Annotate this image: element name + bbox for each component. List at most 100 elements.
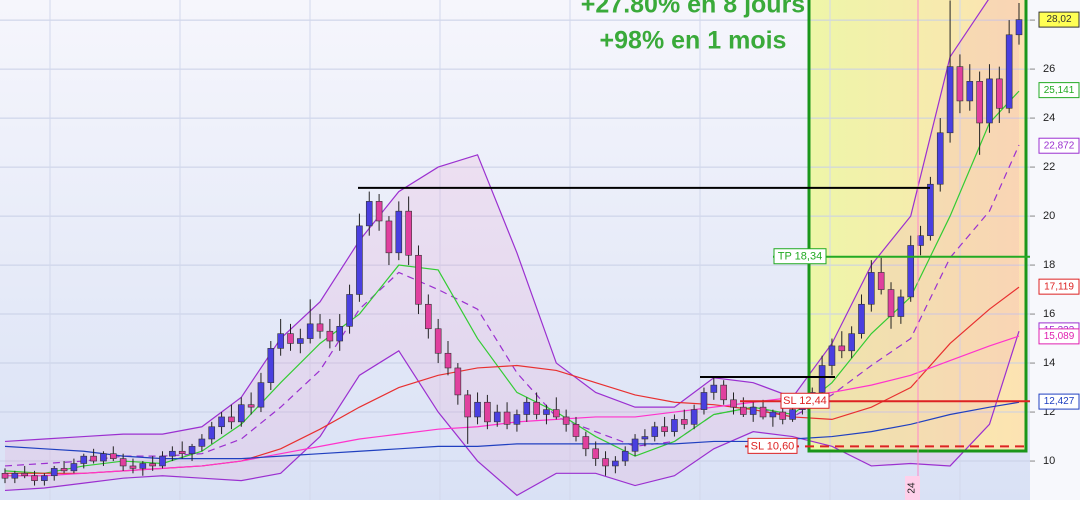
candle-body [493, 411, 501, 423]
candle-body [149, 463, 156, 467]
price-marker-label: 12,427 [1044, 396, 1075, 407]
y-tick-label: 22 [1043, 161, 1055, 173]
price-marker-bg [1038, 11, 1080, 28]
candle-body [297, 338, 304, 344]
candle-body [1, 472, 9, 479]
price-marker-label: 15,089 [1044, 331, 1075, 342]
candle-body [169, 450, 176, 457]
candle-body [769, 411, 777, 418]
candle-body [572, 424, 580, 437]
candle-body [621, 450, 629, 462]
candle-body [592, 448, 599, 459]
candle-body [208, 426, 216, 440]
price-marker-label: 22,872 [1044, 140, 1075, 151]
y-tick-label: 10 [1043, 455, 1055, 467]
price-marker-label: 28,02 [1046, 14, 1071, 25]
candle-body [119, 458, 127, 467]
price-marker-bg [1038, 393, 1080, 410]
candle-body [267, 348, 275, 383]
candle-body [553, 409, 560, 418]
candle-body [198, 438, 206, 447]
candle-body [858, 303, 865, 334]
candle-body [385, 220, 393, 254]
candle-body [257, 382, 265, 408]
candle-body [188, 446, 196, 454]
candle-body [474, 401, 481, 418]
candle-body [868, 272, 875, 305]
candle-body [139, 463, 147, 469]
candle-body [316, 323, 324, 332]
candle-body [365, 201, 373, 227]
candle-body [602, 458, 609, 467]
candle-body [966, 81, 974, 102]
candle-body [434, 328, 442, 354]
band-fill [5, 0, 1019, 496]
candle-body [178, 450, 186, 454]
candle-body [1015, 19, 1023, 36]
indicator-line [4, 331, 1020, 497]
candle-body [306, 323, 314, 339]
candle-body [680, 419, 688, 425]
candle-body [582, 436, 590, 450]
candle-body [503, 411, 511, 425]
candle-body [523, 401, 531, 415]
candle-body [690, 409, 698, 425]
candle-body [562, 416, 570, 425]
candle-body [838, 345, 846, 352]
date-label-bg [905, 476, 920, 500]
candle-body [277, 333, 284, 349]
level-label-bg [780, 392, 830, 409]
candle-body [897, 296, 905, 317]
candle-body [218, 416, 225, 428]
candle-body [789, 409, 796, 420]
candle-body [730, 399, 737, 408]
candle-body [996, 78, 1003, 109]
candle-body [356, 225, 363, 295]
candle-body [287, 333, 294, 344]
candle-body [159, 455, 166, 467]
candle-body [612, 460, 619, 467]
y-tick-label: 18 [1043, 259, 1055, 271]
candle-body [60, 468, 68, 472]
candle-body [848, 333, 855, 352]
y-tick-label: 24 [1043, 112, 1055, 124]
candle-body [651, 426, 659, 437]
candle-body [464, 394, 471, 418]
candle-body [956, 66, 964, 102]
indicator-line [4, 0, 989, 443]
candle-body [828, 345, 836, 366]
candle-body [946, 66, 954, 134]
indicator-line [4, 90, 1020, 474]
candle-body [228, 416, 235, 423]
candle-body [50, 468, 58, 477]
indicator-line [4, 401, 1020, 460]
candle-body [818, 365, 826, 393]
price-marker-bg [1038, 328, 1080, 345]
price-marker-bg [1038, 278, 1080, 295]
candle-body [109, 453, 117, 459]
candle-body [887, 289, 895, 317]
candle-body [1005, 34, 1013, 109]
candle-body [395, 210, 403, 254]
candle-body [759, 406, 767, 418]
candle-body [779, 411, 787, 420]
level-label: SL 10,60 [751, 440, 795, 452]
candle-body [513, 414, 521, 425]
candle-body [976, 81, 983, 124]
candle-body [100, 453, 107, 462]
candle-body [237, 404, 245, 423]
candle-body [425, 303, 432, 330]
candle-body [671, 419, 678, 432]
y-tick-label: 14 [1043, 357, 1055, 369]
level-label-bg [747, 437, 798, 454]
candle-body [907, 245, 915, 298]
candle-body [444, 352, 452, 369]
candle-body [720, 384, 727, 401]
candle-body [31, 475, 38, 481]
candle-body [405, 210, 412, 256]
candle-body [336, 326, 344, 342]
candle-body [533, 401, 540, 415]
candle-body [41, 475, 48, 481]
candle-body [710, 384, 718, 393]
